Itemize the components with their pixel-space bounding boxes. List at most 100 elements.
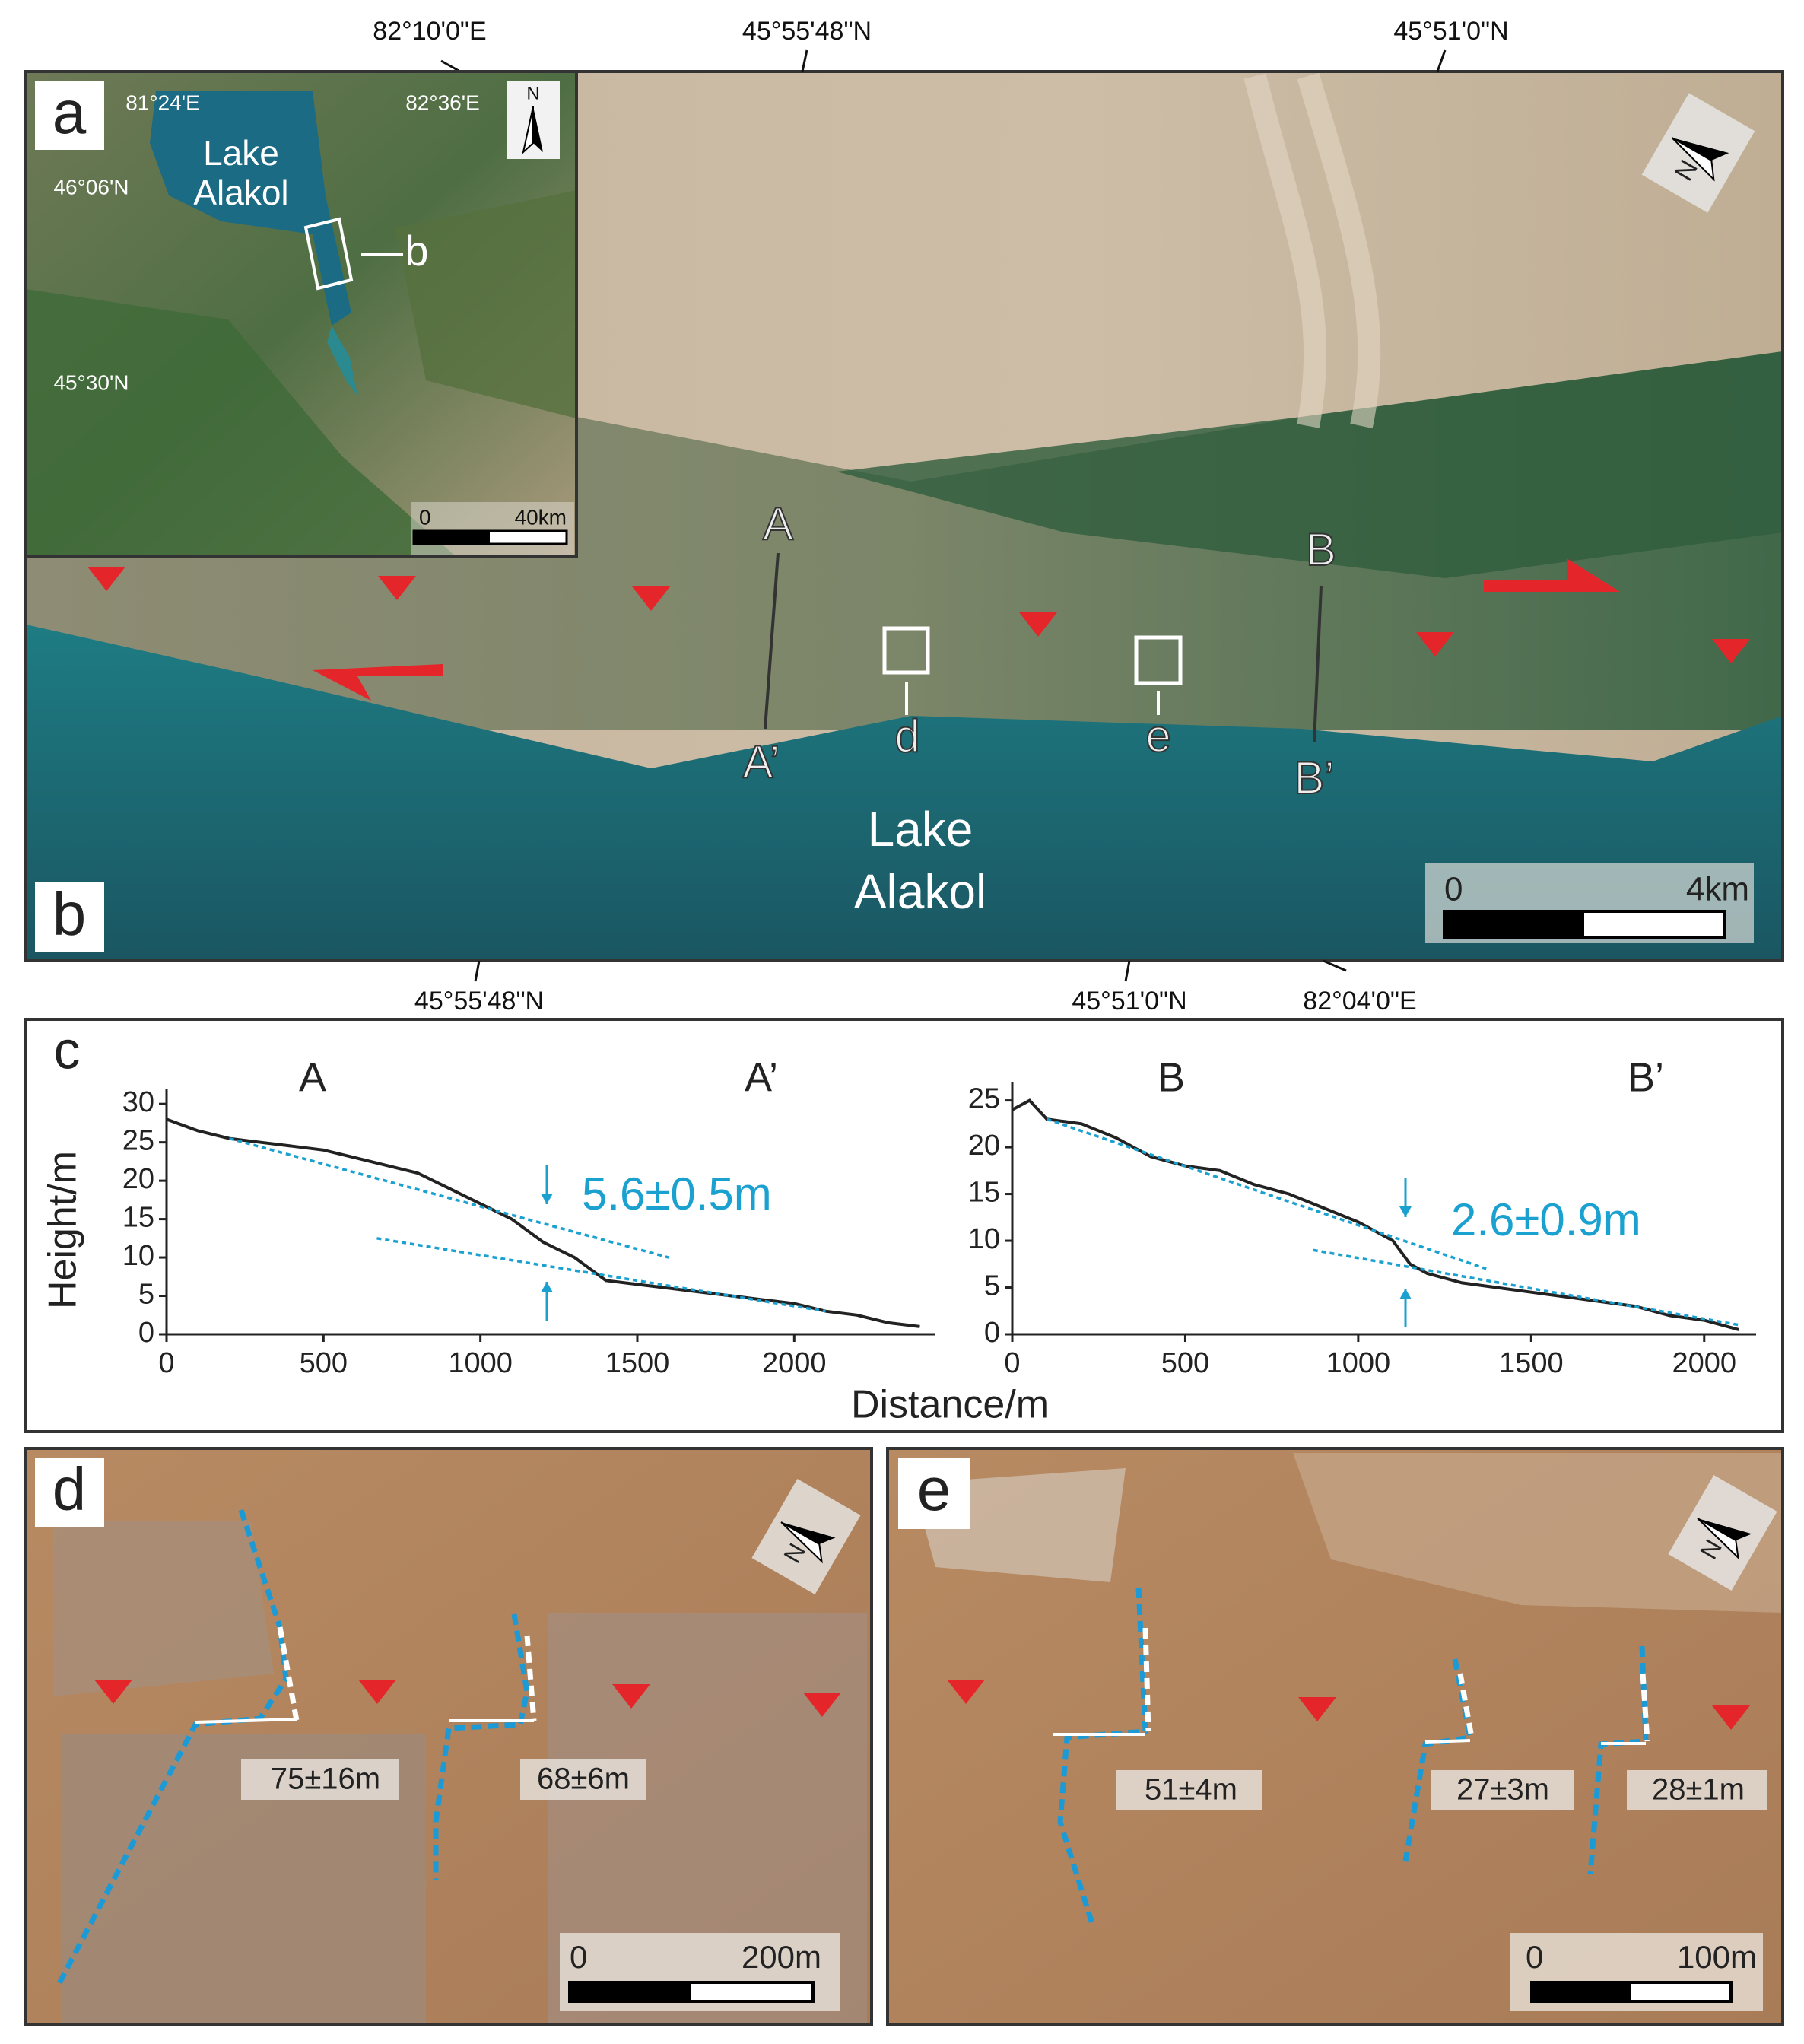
coordinate: 81°24'E: [125, 91, 200, 114]
y-tick-label: 10: [968, 1223, 1000, 1255]
slip-arrow: [1484, 558, 1620, 592]
panel-label: e: [917, 1455, 951, 1523]
x-tick-label: 1000: [1326, 1347, 1391, 1379]
profile-end-label: B’: [1628, 1054, 1664, 1100]
panel-label-bg: [898, 1458, 970, 1529]
x-tick-label: 500: [300, 1347, 348, 1379]
panel-label: b: [52, 880, 87, 948]
coordinate: 82°10'0"E: [373, 17, 486, 46]
panel-label: a: [52, 78, 87, 146]
fault-trace: [1457, 1673, 1475, 1738]
profile-label: B: [1306, 524, 1336, 575]
terrace: [53, 1521, 274, 1696]
scale-label: 0: [419, 505, 431, 529]
x-tick-label: 2000: [1672, 1347, 1736, 1379]
red-triangle: [87, 567, 125, 591]
red-triangle: [612, 1684, 650, 1709]
y-tick-label: 5: [984, 1270, 1000, 1302]
terrace: [61, 1734, 426, 2024]
photo-d: 75±16m 68±6m 0 200m N d: [24, 1447, 873, 2026]
red-triangle: [803, 1693, 841, 1717]
frame: [24, 70, 578, 558]
scale-bar: [1444, 911, 1584, 937]
profile-line: [764, 552, 780, 730]
lake-label: Alakol: [193, 173, 288, 212]
coord-tick: [474, 960, 481, 982]
y-tick-label: 25: [122, 1125, 154, 1157]
y-tick-label: 30: [122, 1086, 154, 1118]
scale-label: 4km: [1686, 871, 1749, 908]
terraced-field: [1293, 1453, 1783, 1613]
fit-line: [1313, 1248, 1739, 1327]
red-triangle: [947, 1680, 985, 1704]
profile-end-label: A: [299, 1054, 326, 1100]
scale-label: 100m: [1677, 1939, 1757, 1975]
mountains: [26, 289, 456, 557]
box-label: e: [1145, 710, 1170, 761]
offset-stream: [433, 1613, 530, 1880]
offset-label: 27±3m: [1456, 1773, 1549, 1807]
north-label: N: [526, 83, 539, 103]
panel-label: c: [54, 1020, 81, 1079]
profile-line: [166, 1117, 920, 1328]
coord-tick: [801, 49, 808, 72]
x-axis-title: Distance/m: [851, 1383, 1049, 1427]
box-e: [1134, 635, 1183, 685]
north-arrow-half: [1672, 138, 1729, 161]
red-triangle: [1416, 632, 1454, 656]
label-bg: [241, 1759, 399, 1800]
box-d: [882, 626, 930, 675]
profile-label: A’: [743, 736, 780, 787]
map-b: A A’ B B’ d e Lake Alakol 0 4km b N: [24, 70, 1784, 962]
north-arrow: N: [1668, 1475, 1777, 1591]
lake-label: Lake: [203, 133, 279, 173]
y-tick-label: 10: [122, 1240, 154, 1272]
fault-trace: [1142, 1627, 1151, 1732]
coordinate: 45°55'48"N: [742, 17, 872, 46]
panel-label-bg: [35, 1458, 104, 1527]
coordinate: 45°51'0"N: [1393, 17, 1508, 46]
lake: [26, 625, 1783, 961]
offset-label: 28±1m: [1652, 1773, 1745, 1807]
red-triangle: [1712, 1705, 1750, 1730]
coordinate: 46°06'N: [53, 175, 129, 199]
north-arrow-half: [1671, 137, 1715, 182]
coordinate: 45°51'0"N: [1072, 987, 1186, 1016]
fault-markers: [87, 558, 1750, 701]
red-triangle: [632, 586, 670, 611]
arrow-head: [1399, 1289, 1412, 1299]
scale-label: 200m: [742, 1939, 821, 1975]
y-tick-label: 25: [968, 1083, 1000, 1115]
box-label: d: [894, 710, 919, 761]
scale-label: 40km: [515, 505, 567, 529]
north-arrow-half: [533, 106, 543, 152]
coordinate: 82°04'0"E: [1303, 987, 1416, 1016]
scale-bg: [411, 502, 574, 555]
y-tick-label: 15: [968, 1177, 1000, 1209]
alluvial-fan: [1243, 72, 1381, 429]
photo-e: 51±4m 27±3m 28±1m 0 100m N e: [886, 1447, 1784, 2026]
north-arrow: N: [1641, 93, 1755, 213]
north-arrow-half: [781, 1522, 836, 1544]
label-bg: [1627, 1770, 1767, 1810]
y-tick-label: 0: [138, 1317, 154, 1349]
fit-line: [376, 1237, 826, 1313]
profile-line: [1313, 585, 1323, 742]
offset-annotation: 2.6±0.9m: [1451, 1194, 1641, 1245]
label-bg: [520, 1759, 646, 1800]
coordinate: 82°36'E: [405, 91, 480, 114]
offset-stream: [1057, 1587, 1148, 1928]
coordinate: 45°55'48"N: [414, 987, 544, 1016]
red-triangle: [1712, 639, 1750, 663]
scale-label: 0: [1444, 871, 1463, 908]
arrow-head: [541, 1194, 553, 1204]
coord-tick: [440, 59, 461, 73]
slip-arrow: [313, 664, 443, 701]
offset-label: 51±4m: [1145, 1773, 1237, 1807]
inset-lake: [327, 326, 357, 396]
vegetation-dark: [837, 351, 1783, 578]
offset-arrow: [195, 1718, 297, 1724]
panel-label-bg: [35, 81, 104, 150]
